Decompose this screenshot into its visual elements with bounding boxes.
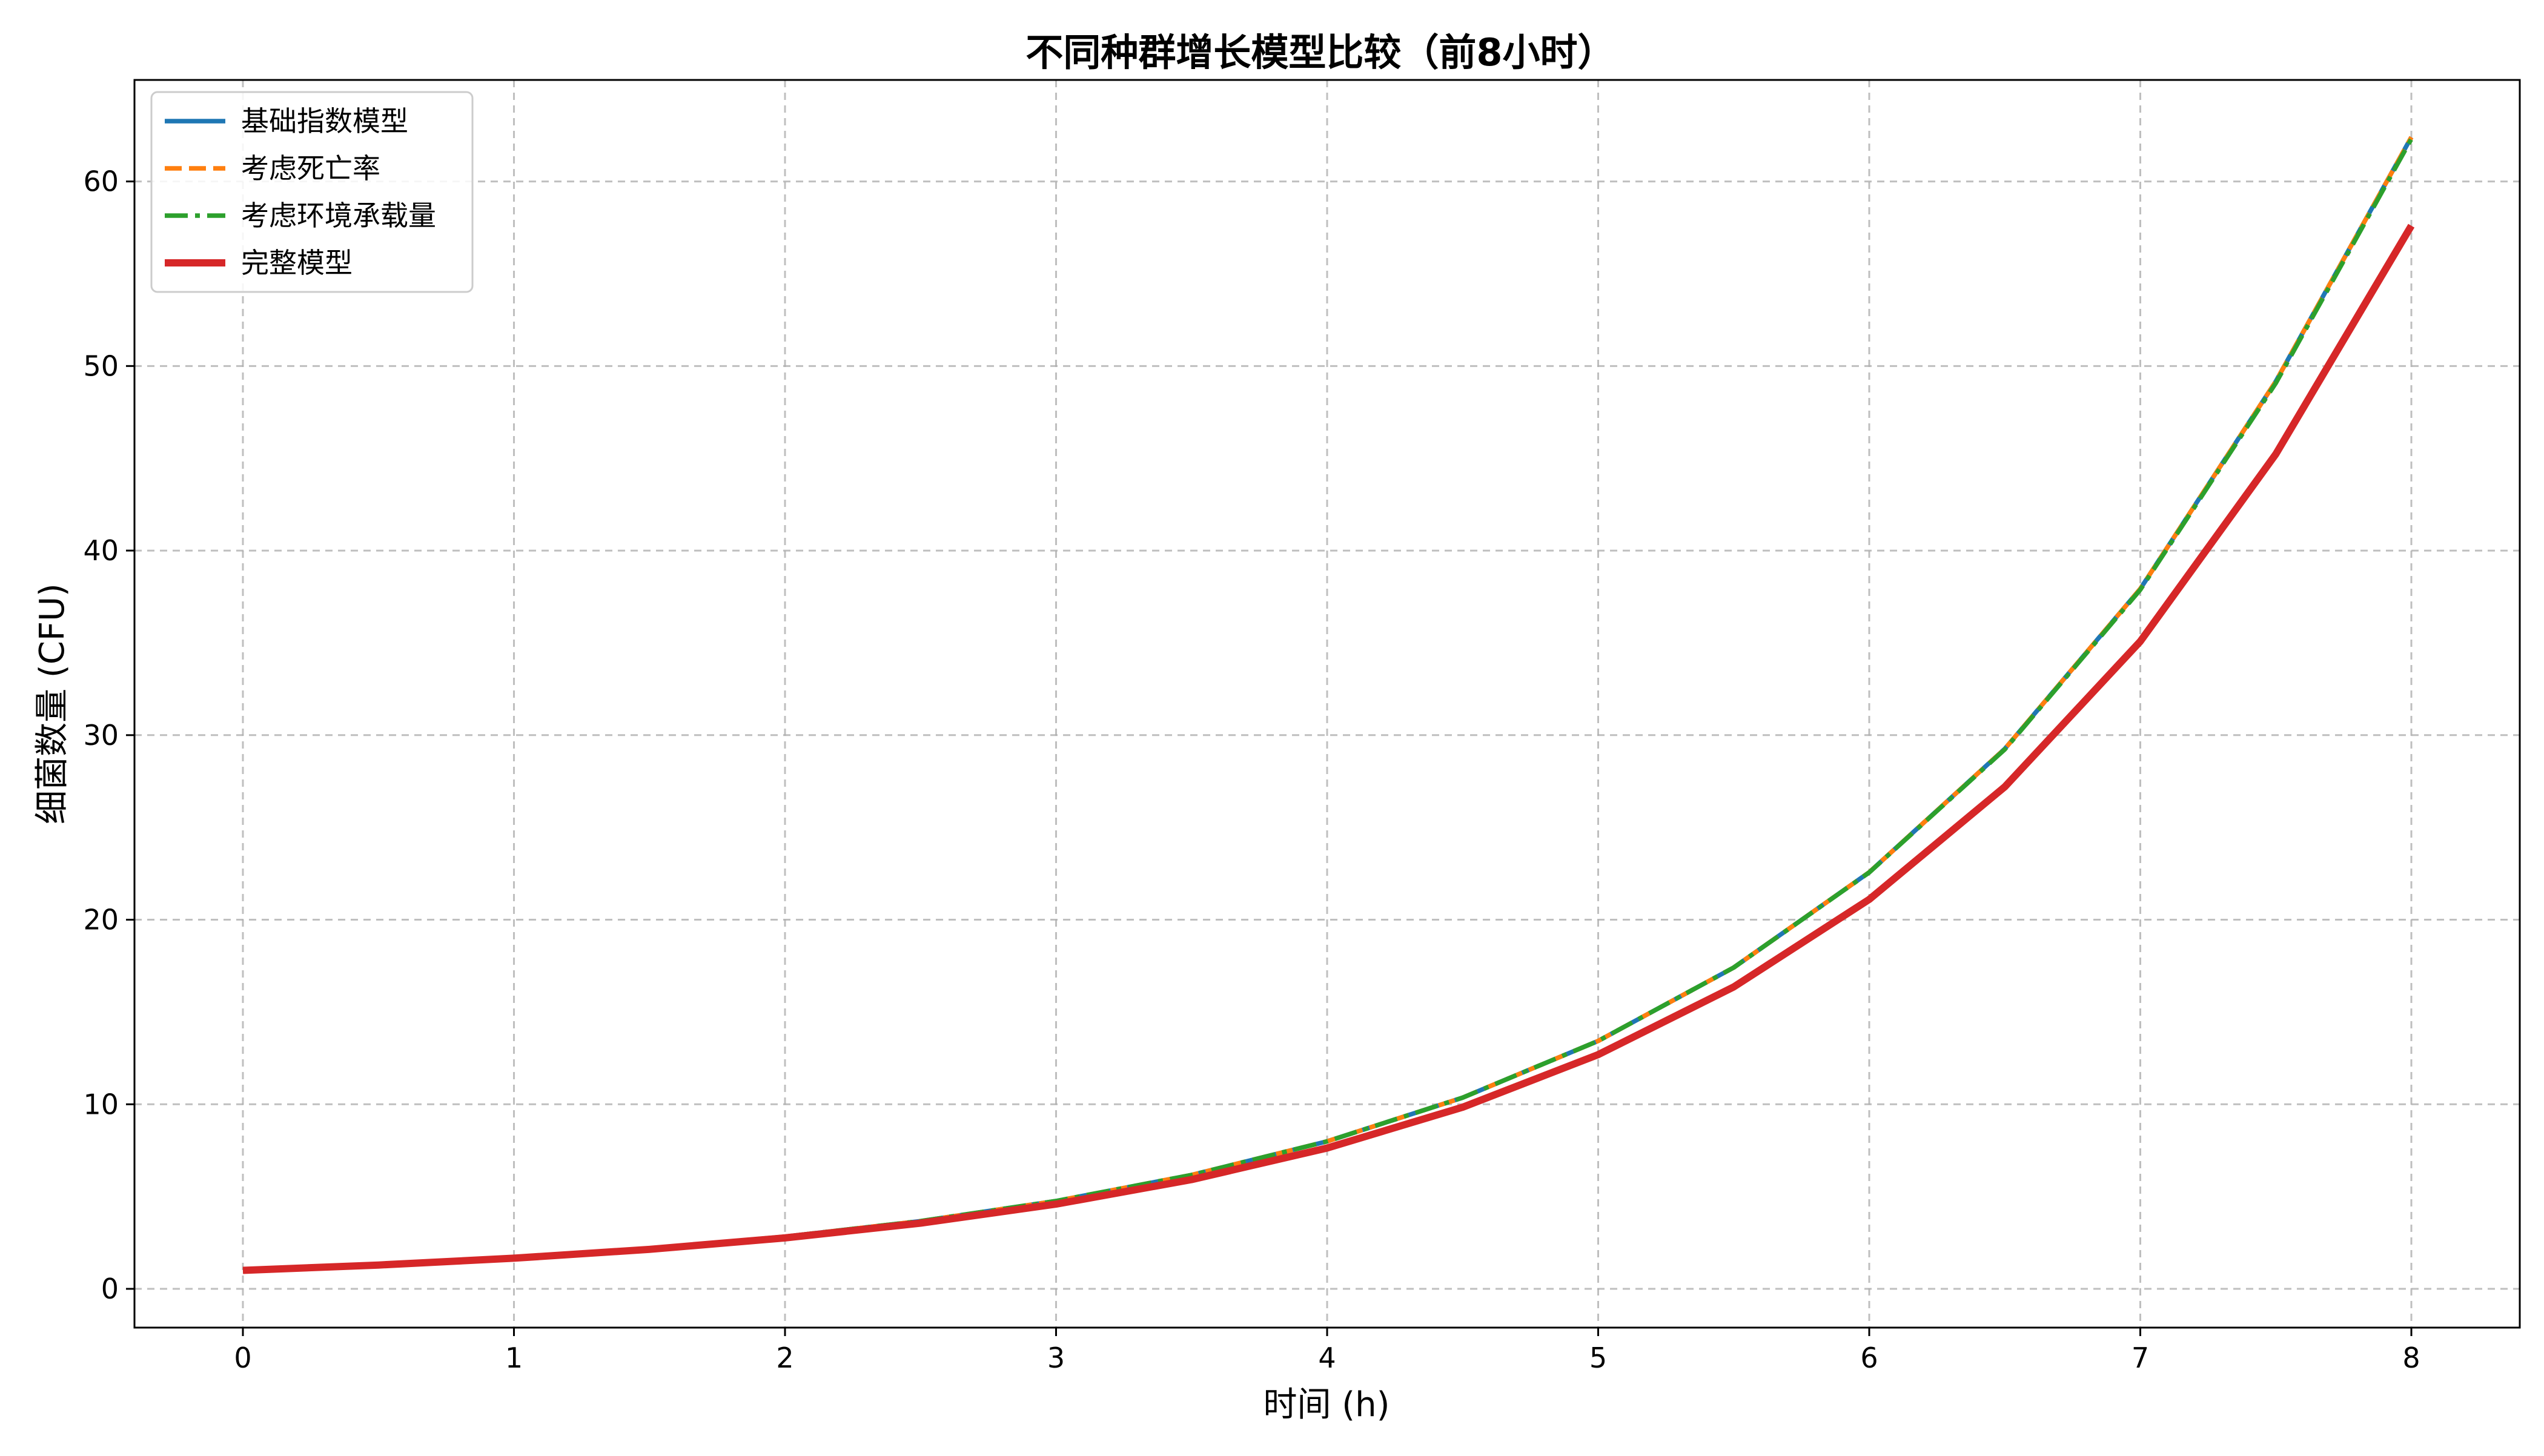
legend-label: 完整模型 <box>241 247 353 279</box>
x-tick-label: 4 <box>1318 1342 1336 1374</box>
series-line-4 <box>242 223 2415 1274</box>
x-axis-ticks: 0 1 2 3 4 5 6 7 8 <box>234 1328 2420 1374</box>
chart-title: 不同种群增长模型比较（前8小时） <box>1025 30 1615 74</box>
y-tick-label: 20 <box>83 904 119 936</box>
y-axis-title: 细菌数量 (CFU) <box>33 583 72 824</box>
x-tick-label: 7 <box>2132 1342 2149 1374</box>
y-tick-label: 30 <box>83 719 119 752</box>
x-tick-label: 2 <box>776 1342 793 1374</box>
x-tick-label: 6 <box>1860 1342 1878 1374</box>
series-layer <box>242 136 2415 1274</box>
legend-label: 基础指数模型 <box>241 105 408 137</box>
grid-layer <box>134 80 2520 1328</box>
legend-box <box>150 91 474 293</box>
x-tick-label: 0 <box>234 1342 251 1374</box>
x-axis-title: 时间 (h) <box>1264 1385 1390 1425</box>
x-tick-label: 8 <box>2402 1342 2420 1374</box>
legend-label: 考虑死亡率 <box>241 152 380 185</box>
y-axis-ticks: 0 10 20 30 40 50 60 <box>83 165 134 1305</box>
y-tick-label: 40 <box>83 534 119 567</box>
y-tick-label: 10 <box>83 1088 119 1120</box>
y-tick-label: 50 <box>83 349 119 382</box>
x-tick-label: 1 <box>505 1342 523 1374</box>
x-tick-label: 3 <box>1047 1342 1065 1374</box>
legend-label: 考虑环境承载量 <box>241 199 436 232</box>
x-tick-label: 5 <box>1589 1342 1607 1374</box>
y-tick-label: 0 <box>101 1272 119 1305</box>
y-tick-label: 60 <box>83 165 119 198</box>
